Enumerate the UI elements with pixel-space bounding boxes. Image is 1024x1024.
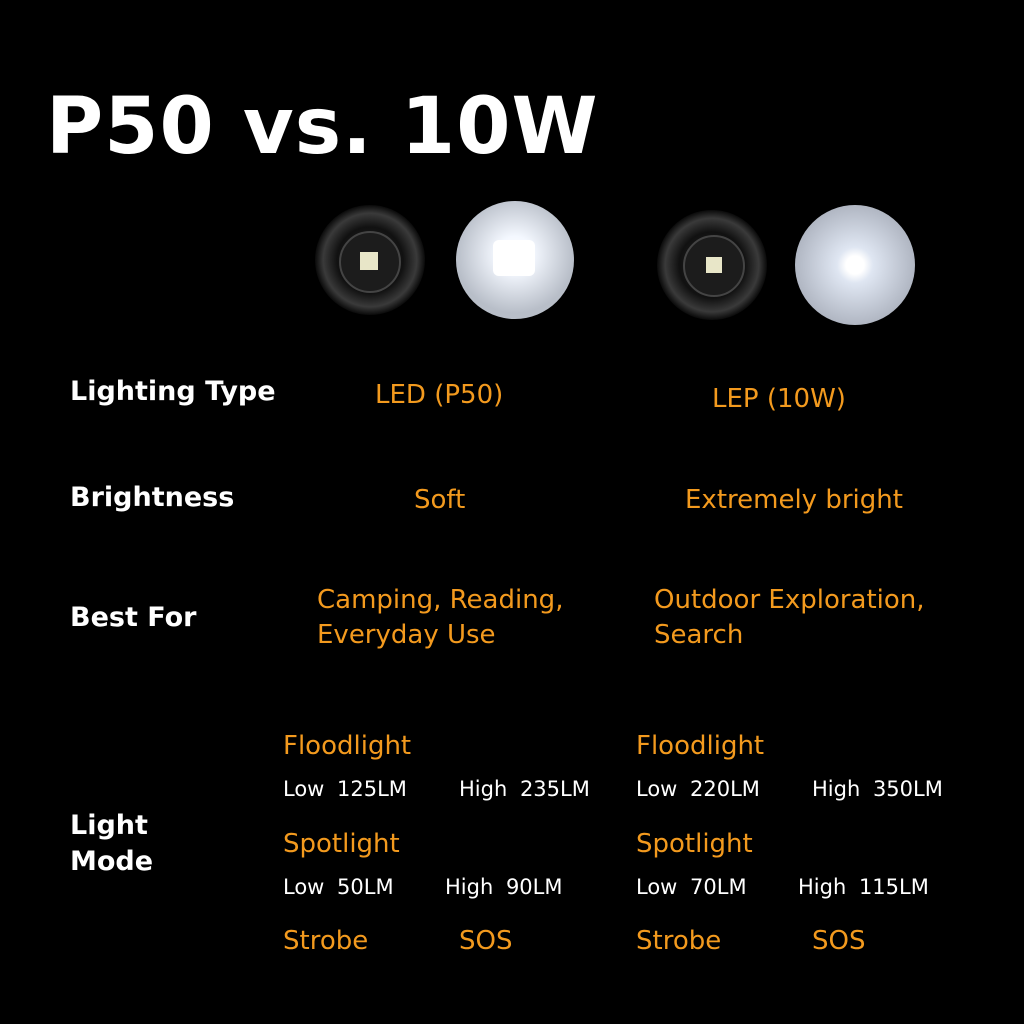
lumen-spec: High 350LM [812, 777, 943, 801]
lumen-spec: Low 220LM [636, 777, 760, 801]
lumen-spec: High 235LM [459, 777, 590, 801]
10w-off [657, 210, 767, 320]
mode-heading: SOS [459, 926, 513, 956]
10w-on [795, 205, 915, 325]
mode-heading: Strobe [636, 926, 722, 956]
row-label: Lighting Type [70, 376, 276, 407]
mode-heading: SOS [812, 926, 866, 956]
value: Everyday Use [317, 620, 496, 650]
row-label: Mode [70, 846, 154, 877]
mode-heading: Floodlight [636, 731, 765, 761]
mode-heading: Spotlight [283, 829, 400, 859]
row-label: Brightness [70, 482, 235, 513]
lumen-spec: High 115LM [798, 875, 929, 899]
value: Extremely bright [685, 485, 903, 515]
row-label: Light [70, 810, 148, 841]
value: LED (P50) [375, 380, 504, 410]
lumen-spec: Low 125LM [283, 777, 407, 801]
value: LEP (10W) [712, 384, 846, 414]
p50-off [315, 205, 425, 315]
value: Search [654, 620, 744, 650]
lumen-spec: High 90LM [445, 875, 563, 899]
title: P50 vs. 10W [46, 82, 599, 172]
mode-heading: Strobe [283, 926, 369, 956]
lumen-spec: Low 50LM [283, 875, 394, 899]
mode-heading: Floodlight [283, 731, 412, 761]
mode-heading: Spotlight [636, 829, 753, 859]
p50-on [456, 201, 574, 319]
value: Camping, Reading, [317, 585, 564, 615]
lumen-spec: Low 70LM [636, 875, 747, 899]
value: Outdoor Exploration, [654, 585, 925, 615]
value: Soft [414, 485, 466, 515]
row-label: Best For [70, 602, 197, 633]
